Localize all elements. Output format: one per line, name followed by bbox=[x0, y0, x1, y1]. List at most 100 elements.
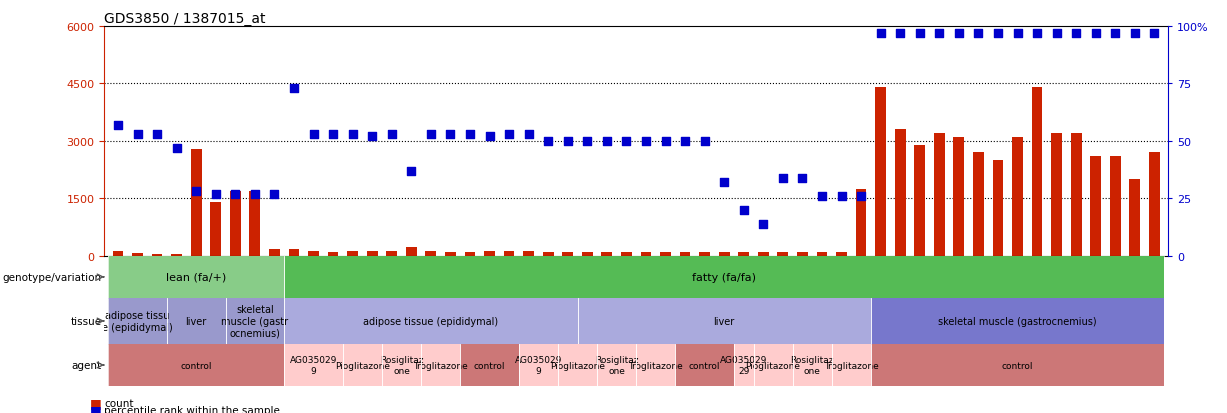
Bar bbox=[460, 344, 519, 386]
Point bbox=[871, 31, 891, 37]
Bar bbox=[601, 252, 612, 256]
Point bbox=[323, 131, 342, 138]
Point bbox=[128, 131, 147, 138]
Text: agent: agent bbox=[71, 360, 102, 370]
Bar bbox=[285, 256, 1164, 298]
Bar bbox=[558, 344, 598, 386]
Bar bbox=[342, 344, 382, 386]
Bar bbox=[172, 254, 182, 256]
Bar bbox=[598, 344, 636, 386]
Point bbox=[460, 131, 480, 138]
Text: AG035029
9: AG035029 9 bbox=[290, 356, 337, 375]
Text: Pioglitazone: Pioglitazone bbox=[550, 361, 605, 370]
Bar bbox=[675, 344, 734, 386]
Point bbox=[226, 191, 245, 197]
Bar bbox=[269, 250, 280, 256]
Bar bbox=[426, 252, 437, 256]
Bar bbox=[875, 88, 886, 256]
Bar bbox=[328, 252, 339, 256]
Point bbox=[421, 131, 440, 138]
Bar bbox=[133, 253, 142, 256]
Point bbox=[440, 131, 460, 138]
Text: control: control bbox=[688, 361, 720, 370]
Point bbox=[206, 191, 226, 197]
Point bbox=[1086, 31, 1106, 37]
Bar bbox=[1091, 157, 1101, 256]
Bar bbox=[871, 298, 1164, 344]
Bar bbox=[519, 344, 558, 386]
Bar bbox=[308, 251, 319, 256]
Point bbox=[187, 189, 206, 195]
Point bbox=[499, 131, 519, 138]
Bar bbox=[445, 252, 455, 256]
Bar bbox=[578, 298, 871, 344]
Bar bbox=[167, 298, 226, 344]
Bar bbox=[660, 252, 671, 256]
Bar bbox=[699, 252, 710, 256]
Text: lean (fa/+): lean (fa/+) bbox=[166, 272, 226, 282]
Text: percentile rank within the sample: percentile rank within the sample bbox=[104, 405, 280, 413]
Text: liver: liver bbox=[185, 316, 207, 326]
Bar bbox=[934, 134, 945, 256]
Text: Rosiglitaz
one: Rosiglitaz one bbox=[380, 356, 423, 375]
Point bbox=[1066, 31, 1086, 37]
Text: control: control bbox=[1001, 361, 1033, 370]
Bar bbox=[1071, 134, 1081, 256]
Bar bbox=[465, 252, 475, 256]
Bar bbox=[914, 145, 925, 256]
Text: liver: liver bbox=[714, 316, 735, 326]
Text: Rosiglitaz
one: Rosiglitaz one bbox=[595, 356, 638, 375]
Bar bbox=[1012, 138, 1023, 256]
Bar bbox=[504, 252, 514, 256]
Text: skeletal
muscle (gastr
ocnemius): skeletal muscle (gastr ocnemius) bbox=[221, 305, 288, 338]
Text: GDS3850 / 1387015_at: GDS3850 / 1387015_at bbox=[104, 12, 266, 26]
Bar bbox=[113, 251, 124, 256]
Point bbox=[812, 193, 832, 200]
Point bbox=[714, 180, 734, 186]
Point bbox=[930, 31, 950, 37]
Bar bbox=[542, 252, 553, 256]
Bar bbox=[734, 344, 753, 386]
Text: Troglitazone: Troglitazone bbox=[413, 361, 467, 370]
Point bbox=[578, 138, 598, 145]
Point bbox=[558, 138, 578, 145]
Bar bbox=[582, 252, 593, 256]
Point bbox=[401, 168, 421, 175]
Bar bbox=[636, 344, 675, 386]
Point bbox=[675, 138, 694, 145]
Point bbox=[948, 31, 968, 37]
Point bbox=[304, 131, 324, 138]
Text: fatty (fa/fa): fatty (fa/fa) bbox=[692, 272, 756, 282]
Point bbox=[694, 138, 714, 145]
Text: adipose tissu
e (epididymal): adipose tissu e (epididymal) bbox=[102, 311, 173, 332]
Point bbox=[382, 131, 401, 138]
Point bbox=[480, 134, 499, 140]
Bar bbox=[778, 252, 788, 256]
Point bbox=[832, 193, 852, 200]
Text: Troglitazone: Troglitazone bbox=[628, 361, 683, 370]
Bar bbox=[832, 344, 871, 386]
Text: skeletal muscle (gastrocnemius): skeletal muscle (gastrocnemius) bbox=[939, 316, 1097, 326]
Text: Pioglitazone: Pioglitazone bbox=[746, 361, 800, 370]
Bar bbox=[817, 252, 827, 256]
Bar bbox=[229, 191, 240, 256]
Bar bbox=[152, 254, 162, 256]
Text: AG035029
29: AG035029 29 bbox=[720, 356, 767, 375]
Bar bbox=[347, 252, 358, 256]
Point bbox=[265, 191, 285, 197]
Point bbox=[734, 207, 753, 214]
Bar bbox=[719, 252, 730, 256]
Bar bbox=[288, 250, 299, 256]
Bar bbox=[108, 256, 285, 298]
Point bbox=[108, 122, 128, 129]
Bar bbox=[108, 344, 285, 386]
Bar bbox=[285, 344, 342, 386]
Point bbox=[617, 138, 637, 145]
Text: ■: ■ bbox=[90, 396, 102, 409]
Bar bbox=[285, 298, 578, 344]
Bar bbox=[387, 252, 398, 256]
Point bbox=[753, 221, 773, 228]
Text: Troglitazone: Troglitazone bbox=[825, 361, 879, 370]
Bar bbox=[406, 247, 417, 256]
Bar bbox=[249, 191, 260, 256]
